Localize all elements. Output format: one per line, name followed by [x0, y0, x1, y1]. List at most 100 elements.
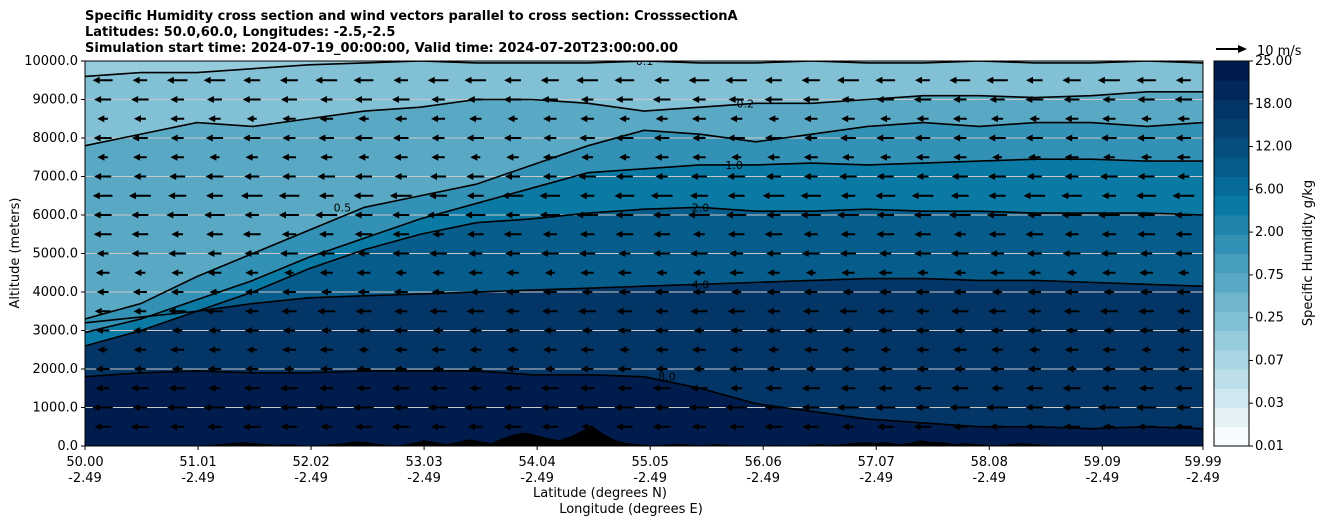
wind-vector-head	[1103, 288, 1111, 296]
wind-vector-head	[1062, 404, 1070, 411]
wind-vector-head	[96, 288, 104, 296]
wind-vector-head	[1174, 211, 1182, 219]
wind-vector-head	[653, 250, 661, 257]
wind-vector-head	[393, 404, 401, 411]
wind-vector-head	[430, 423, 438, 431]
wind-vector-head	[131, 230, 139, 238]
wind-vector-head	[1097, 404, 1105, 411]
wind-vector-head	[1025, 134, 1033, 142]
contour-line-0.5	[85, 121, 1203, 320]
wind-vector-head	[578, 173, 586, 180]
wind-vector-head	[432, 230, 440, 238]
wind-vector-head	[802, 307, 810, 315]
wind-vector-head	[470, 153, 478, 161]
wind-vector-head	[765, 173, 773, 180]
wind-vector-head	[1137, 423, 1145, 431]
wind-vector-head	[729, 269, 737, 277]
wind-vector-head	[242, 96, 250, 103]
wind-vector-head	[282, 115, 290, 123]
wind-vector-head	[282, 134, 290, 142]
wind-vector-head	[356, 384, 364, 392]
wind-vector-head	[95, 269, 103, 277]
wind-vector-head	[1025, 423, 1033, 431]
y-tick-label: 10000.0	[24, 54, 78, 69]
wind-vector-head	[801, 384, 809, 392]
wind-vector-head	[131, 250, 139, 257]
x-tick-label-lon: -2.49	[1085, 471, 1119, 486]
wind-vector-head	[391, 384, 399, 392]
wind-vector-head	[1102, 115, 1110, 123]
wind-vector-head	[655, 346, 663, 354]
wind-vector-head	[580, 96, 588, 103]
wind-vector-head	[507, 346, 515, 354]
wind-vector-head	[539, 211, 547, 219]
wind-vector-head	[653, 134, 661, 142]
wind-vector-head	[768, 115, 776, 123]
wind-vector-head	[691, 346, 699, 354]
wind-vector-head	[693, 327, 701, 334]
y-tick-label: 0.0	[57, 439, 78, 454]
wind-vector-head	[203, 76, 211, 84]
wind-vector-head	[730, 384, 738, 392]
wind-vector-head	[172, 327, 180, 334]
y-tick-label: 1000.0	[33, 401, 79, 416]
wind-vector-head	[132, 288, 140, 296]
colorbar-segment	[1214, 80, 1249, 100]
wind-vector-head	[652, 211, 660, 219]
y-tick-label: 2000.0	[33, 362, 79, 377]
wind-vector-head	[580, 115, 588, 123]
wind-vector-head	[1177, 115, 1185, 123]
x-tick-label-lon: -2.49	[520, 471, 554, 486]
wind-vector-head	[392, 250, 400, 257]
wind-vector-head	[655, 365, 663, 373]
contour-line-2.0	[85, 206, 1203, 347]
wind-vector-head	[468, 269, 476, 277]
wind-vector-head	[879, 250, 887, 257]
wind-vector-head	[133, 153, 141, 161]
wind-vector-head	[1140, 288, 1148, 296]
wind-vector-head	[539, 192, 547, 200]
colorbar-segment	[1214, 195, 1249, 216]
wind-vector-head	[1137, 230, 1145, 238]
wind-vector-head	[1101, 192, 1109, 200]
wind-vector-head	[503, 404, 511, 411]
wind-vector-head	[803, 173, 811, 180]
colorbar-tick-label: 25.00	[1255, 54, 1292, 69]
wind-vector-head	[391, 96, 399, 103]
wind-vector-head	[688, 76, 696, 84]
wind-vector-head	[97, 153, 105, 161]
wind-vector-head	[614, 76, 622, 84]
wind-vector-head	[1136, 404, 1144, 411]
wind-vector-head	[1029, 115, 1037, 123]
wind-vector-head	[246, 115, 254, 123]
wind-vector-head	[429, 384, 437, 392]
wind-vector-head	[353, 192, 361, 200]
wind-vector-head	[168, 384, 176, 392]
wind-vector-head	[913, 423, 921, 431]
wind-vector-head	[1100, 250, 1108, 257]
wind-vector-head	[877, 307, 885, 315]
wind-vector-head	[315, 404, 323, 411]
wind-vector-head	[915, 404, 923, 411]
x-tick-label-lat: 57.07	[858, 455, 895, 470]
wind-vector-head	[876, 173, 884, 180]
wind-vector-head	[837, 211, 845, 219]
wind-vector-head	[1102, 153, 1110, 161]
wind-vector-head	[506, 153, 514, 161]
wind-vector-head	[879, 288, 887, 296]
wind-vector-head	[952, 423, 960, 431]
wind-vector-head	[804, 134, 812, 142]
wind-vector-head	[803, 288, 811, 296]
wind-vector-head	[1139, 269, 1147, 277]
wind-vector-head	[615, 230, 623, 238]
wind-vector-head	[244, 250, 252, 257]
wind-vector-head	[836, 76, 844, 84]
wind-vector-head	[321, 327, 329, 334]
wind-vector-head	[208, 346, 216, 354]
wind-vector-head	[284, 269, 292, 277]
wind-vector-head	[950, 250, 958, 257]
colorbar-tick-label: 0.75	[1255, 268, 1284, 283]
wind-vector-head	[92, 404, 100, 411]
wind-vector-head	[278, 192, 286, 200]
wind-vector-head	[911, 192, 919, 200]
